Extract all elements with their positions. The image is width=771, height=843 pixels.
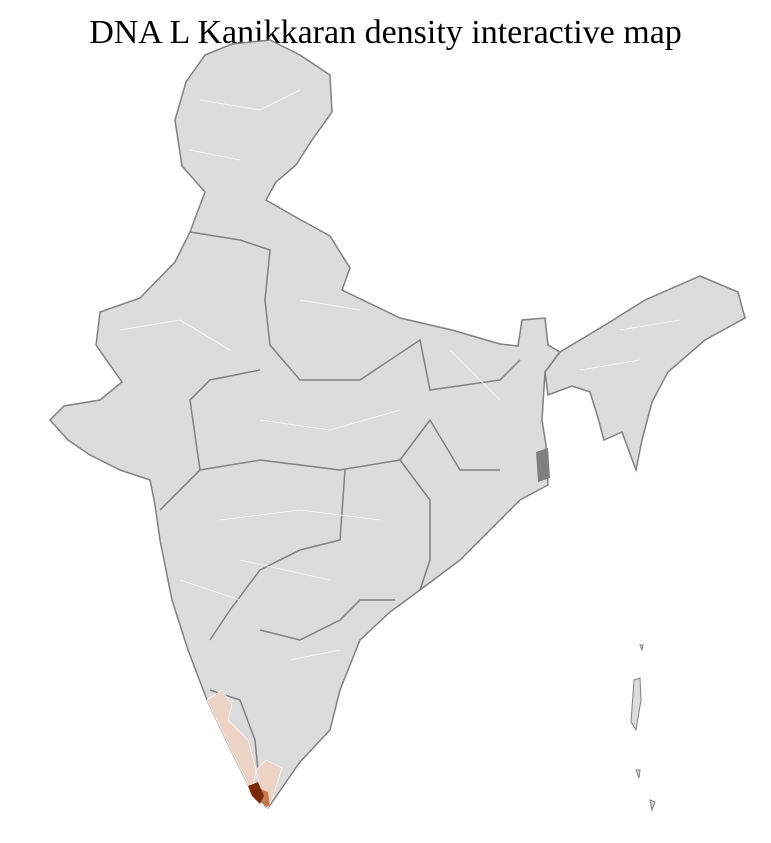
bengal-delta: [536, 448, 550, 482]
district-borders: [119, 89, 681, 661]
thiruvananthapuram-high-density[interactable]: [248, 782, 264, 804]
kerala-low-density[interactable]: [206, 689, 257, 793]
andaman-nicobar-islands[interactable]: [630, 644, 656, 812]
northeast-shape[interactable]: [544, 275, 746, 473]
map-title: DNA L Kanikkaran density interactive map: [89, 14, 682, 51]
india-mainland-shape[interactable]: [48, 39, 562, 810]
state-borders: [159, 231, 521, 771]
mainland[interactable]: [48, 39, 746, 810]
density-regions[interactable]: [206, 689, 283, 809]
